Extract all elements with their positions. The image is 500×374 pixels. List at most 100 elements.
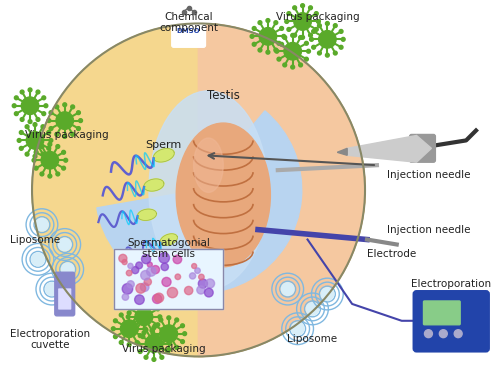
Circle shape [127, 343, 131, 346]
Circle shape [14, 112, 18, 116]
Circle shape [334, 24, 337, 28]
Circle shape [28, 88, 32, 92]
Circle shape [334, 51, 337, 55]
Circle shape [141, 335, 145, 338]
Circle shape [122, 283, 132, 294]
Circle shape [293, 6, 296, 10]
Polygon shape [347, 135, 432, 162]
Circle shape [132, 267, 139, 274]
Circle shape [138, 334, 142, 338]
Circle shape [47, 119, 51, 123]
Circle shape [48, 142, 52, 146]
Circle shape [190, 273, 196, 279]
Circle shape [304, 57, 308, 61]
Circle shape [168, 288, 177, 298]
Circle shape [154, 293, 164, 303]
Circle shape [198, 279, 207, 288]
Circle shape [134, 295, 144, 304]
Circle shape [41, 152, 45, 156]
Circle shape [142, 331, 146, 335]
Circle shape [36, 218, 49, 231]
Circle shape [282, 34, 286, 38]
Circle shape [12, 104, 16, 108]
Circle shape [159, 346, 163, 349]
Circle shape [266, 19, 270, 22]
FancyBboxPatch shape [55, 272, 74, 316]
Circle shape [274, 21, 278, 25]
Text: Liposome: Liposome [10, 234, 60, 245]
Circle shape [141, 319, 145, 323]
Circle shape [326, 22, 330, 25]
Circle shape [20, 90, 24, 94]
Circle shape [140, 270, 150, 280]
Circle shape [300, 4, 304, 7]
Circle shape [166, 350, 170, 353]
Circle shape [76, 111, 80, 114]
Circle shape [25, 125, 29, 129]
Circle shape [76, 127, 80, 131]
Ellipse shape [149, 91, 268, 289]
Text: Electroporation
cuvette: Electroporation cuvette [10, 329, 90, 350]
Circle shape [250, 34, 254, 38]
Circle shape [136, 342, 140, 346]
FancyBboxPatch shape [410, 135, 436, 162]
Circle shape [127, 311, 131, 315]
Circle shape [160, 325, 178, 342]
Circle shape [153, 340, 157, 343]
Circle shape [58, 238, 71, 251]
Circle shape [156, 323, 160, 327]
Circle shape [306, 303, 319, 315]
Text: Injection needle: Injection needle [387, 170, 470, 180]
Circle shape [143, 327, 147, 331]
Circle shape [292, 322, 304, 335]
Circle shape [285, 19, 288, 24]
Circle shape [128, 263, 133, 269]
Circle shape [148, 262, 152, 267]
Circle shape [49, 111, 53, 114]
Circle shape [182, 332, 186, 335]
Circle shape [198, 274, 204, 280]
Bar [114, 249, 224, 309]
FancyBboxPatch shape [58, 289, 71, 309]
Circle shape [122, 260, 127, 265]
Circle shape [32, 253, 44, 266]
Circle shape [252, 27, 256, 30]
Ellipse shape [194, 138, 224, 193]
Circle shape [175, 274, 180, 280]
Circle shape [318, 51, 322, 55]
Circle shape [160, 328, 164, 332]
Circle shape [146, 267, 156, 276]
Circle shape [284, 43, 302, 60]
Circle shape [41, 125, 45, 129]
Circle shape [162, 278, 171, 286]
Circle shape [339, 45, 343, 49]
Circle shape [342, 37, 345, 41]
Circle shape [55, 105, 58, 109]
Circle shape [48, 174, 52, 178]
Circle shape [122, 294, 128, 300]
Circle shape [128, 307, 132, 311]
Circle shape [56, 112, 74, 129]
Circle shape [33, 154, 37, 158]
Circle shape [136, 308, 152, 325]
Circle shape [47, 131, 50, 134]
Circle shape [120, 341, 123, 344]
Circle shape [62, 166, 66, 170]
Circle shape [312, 45, 316, 49]
Polygon shape [154, 148, 174, 162]
Circle shape [280, 42, 283, 46]
Circle shape [71, 132, 74, 136]
Circle shape [318, 24, 322, 28]
Circle shape [160, 355, 164, 359]
Circle shape [159, 318, 163, 322]
Circle shape [300, 36, 304, 39]
Circle shape [152, 266, 160, 274]
Circle shape [41, 151, 58, 169]
Circle shape [36, 117, 40, 122]
Circle shape [144, 278, 152, 285]
Text: Virus packaging: Virus packaging [276, 12, 359, 22]
Circle shape [28, 120, 32, 123]
Circle shape [175, 318, 178, 322]
Circle shape [150, 301, 154, 305]
Circle shape [195, 268, 200, 273]
